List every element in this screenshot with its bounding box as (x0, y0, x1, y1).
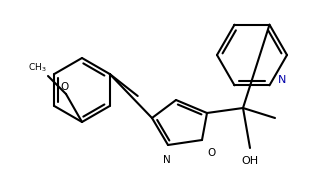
Text: O: O (60, 82, 68, 92)
Text: N: N (163, 155, 171, 165)
Text: OH: OH (241, 156, 258, 166)
Text: CH$_3$: CH$_3$ (28, 62, 47, 74)
Text: O: O (208, 148, 216, 158)
Text: N: N (278, 75, 286, 85)
